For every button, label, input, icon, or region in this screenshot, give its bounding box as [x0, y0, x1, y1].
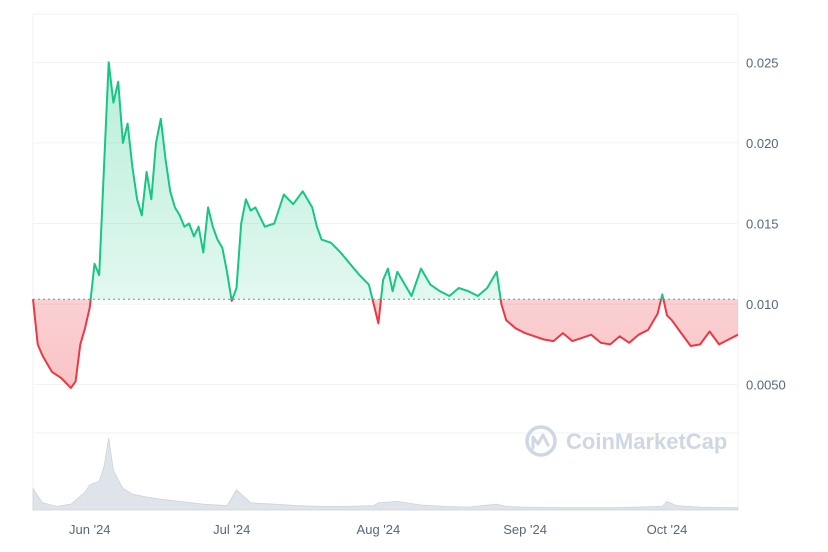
x-tick-label: Jun '24 — [69, 522, 111, 537]
price-line-below — [32, 299, 739, 389]
y-axis: 0.025 0.020 0.015 0.010 0.0050 — [746, 55, 786, 392]
y-tick-label: 0.015 — [746, 217, 779, 232]
area-above-baseline — [33, 62, 738, 300]
price-line-group — [32, 61, 739, 389]
volume-area-group — [32, 437, 739, 511]
price-area-group — [33, 62, 738, 388]
y-tick-label: 0.025 — [746, 55, 779, 70]
x-tick-label: Aug '24 — [357, 522, 401, 537]
x-tick-label: Oct '24 — [647, 522, 688, 537]
volume-area — [32, 437, 739, 511]
y-tick-label: 0.020 — [746, 136, 779, 151]
y-tick-label: 0.010 — [746, 297, 779, 312]
coinmarketcap-watermark: CoinMarketCap — [525, 425, 727, 457]
x-tick-label: Sep '24 — [503, 522, 547, 537]
price-line-above — [32, 61, 665, 300]
y-tick-label: 0.0050 — [746, 378, 786, 393]
x-axis: Jun '24 Jul '24 Aug '24 Sep '24 Oct '24 — [69, 522, 687, 537]
x-tick-label: Jul '24 — [213, 522, 250, 537]
area-below-baseline — [33, 299, 738, 388]
coinmarketcap-logo-icon — [525, 425, 557, 457]
watermark-text: CoinMarketCap — [566, 429, 727, 454]
